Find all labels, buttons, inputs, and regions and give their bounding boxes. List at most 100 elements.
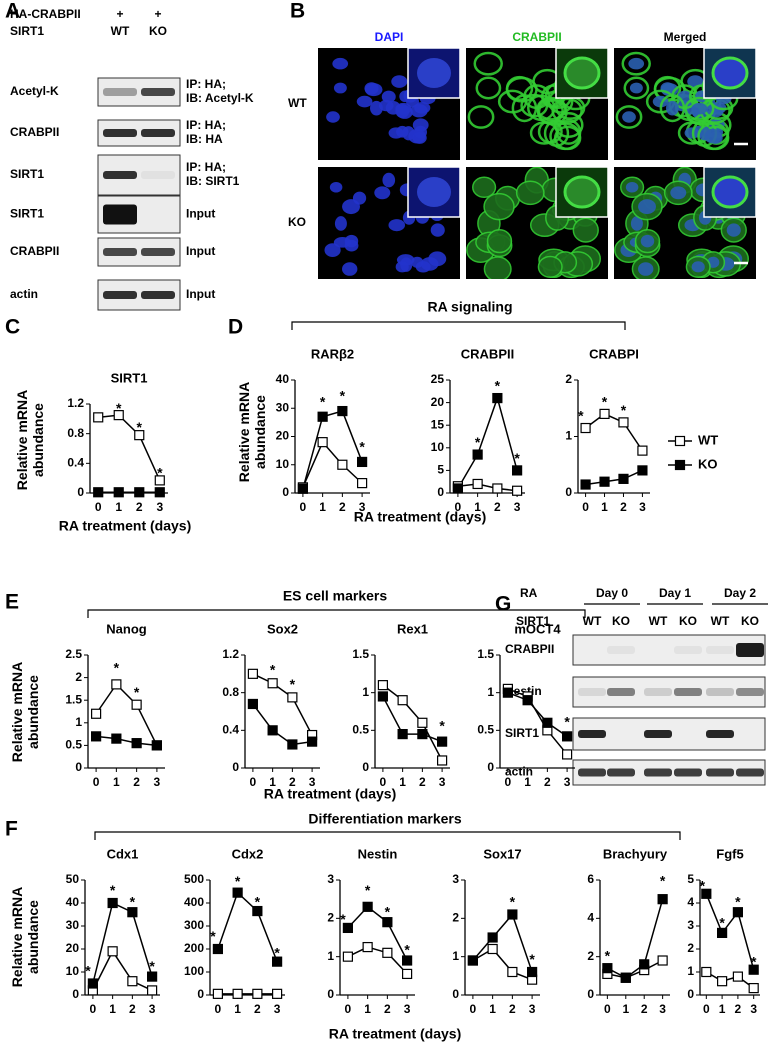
marker [337, 459, 348, 470]
nucleus [326, 111, 340, 123]
chart-title: RARβ2 [311, 346, 354, 361]
x-tick-label: 3 [439, 775, 446, 789]
x-tick-label: 1 [319, 500, 326, 514]
significance: * [578, 407, 584, 423]
nucleus [638, 199, 656, 215]
lane-label: WT [711, 614, 730, 628]
marker [252, 905, 263, 917]
significance: * [290, 676, 296, 692]
nucleus [638, 262, 654, 276]
marker [507, 909, 518, 920]
nucleus [414, 102, 431, 114]
x-tick-label: 0 [380, 775, 387, 789]
x-tick-label: 3 [659, 1002, 666, 1016]
day-label: Day 0 [596, 586, 628, 600]
significance: * [270, 662, 276, 678]
chart-title: Nanog [106, 621, 147, 636]
nucleus [364, 82, 379, 95]
marker [602, 963, 613, 974]
cell [473, 51, 503, 76]
y-tick-label: 1 [452, 949, 459, 963]
x-tick-label: 0 [95, 500, 102, 514]
series-line [347, 946, 408, 975]
band [644, 730, 672, 738]
band [644, 768, 672, 777]
y-tick-label: 0.4 [67, 456, 84, 470]
marker [287, 739, 298, 750]
x-axis-label: RA treatment (days) [354, 509, 487, 525]
chart-title: Cdx2 [232, 846, 264, 861]
band [103, 88, 137, 96]
marker [599, 408, 610, 419]
g-treatment: RA [520, 586, 538, 600]
y-tick-label: 4 [687, 895, 694, 909]
marker [113, 410, 124, 421]
x-axis-label: RA treatment (days) [59, 518, 192, 534]
y-tick-label: 1 [362, 685, 369, 699]
y-tick-label: 0.5 [65, 738, 82, 752]
marker [113, 487, 124, 498]
group-title: ES cell markers [283, 588, 388, 604]
y-tick-label: 0.8 [67, 426, 84, 440]
marker [151, 740, 162, 751]
y-tick-label: 1 [565, 429, 572, 443]
blot-note: IP: HA; [186, 160, 226, 174]
y-tick-label: 3 [452, 872, 459, 886]
significance: * [274, 944, 280, 960]
x-tick-label: 3 [564, 775, 571, 789]
marker [701, 966, 712, 978]
x-tick-label: 1 [115, 500, 122, 514]
x-tick-label: 2 [254, 1002, 261, 1016]
y-tick-label: 5 [687, 872, 694, 886]
significance: * [157, 464, 163, 480]
group-bracket [94, 831, 681, 840]
cell [659, 94, 686, 123]
channel-title: CRABPII [512, 30, 561, 44]
nucleus [412, 118, 429, 132]
marker [437, 755, 448, 766]
marker [472, 449, 483, 460]
panel-letter: F [5, 818, 18, 841]
nucleus [622, 111, 636, 123]
marker [657, 955, 668, 966]
day-label: Day 1 [659, 586, 691, 600]
marker [267, 678, 278, 689]
x-tick-label: 1 [719, 1002, 726, 1016]
marker [397, 695, 408, 706]
blot-note: IP: HA; [186, 77, 226, 91]
nucleus [334, 216, 347, 231]
nucleus [333, 82, 347, 94]
x-tick-label: 2 [133, 775, 140, 789]
blot-note: Input [186, 287, 215, 301]
y-tick-label: 2.5 [65, 647, 82, 661]
marker [93, 487, 104, 498]
x-tick-label: 1 [269, 775, 276, 789]
x-tick-label: 2 [620, 500, 627, 514]
blot-note: IB: Acetyl-K [186, 91, 254, 105]
y-tick-label: 0.4 [222, 723, 239, 737]
header-label: HA-CRABPII [10, 7, 81, 21]
marker [111, 679, 122, 690]
x-tick-label: 1 [601, 500, 608, 514]
x-tick-label: 0 [93, 775, 100, 789]
band [103, 171, 137, 179]
day-label: Day 2 [724, 586, 756, 600]
significance: * [621, 402, 627, 418]
chart-title: Sox17 [483, 846, 521, 861]
band [103, 291, 137, 299]
lane-label: KO [612, 614, 630, 628]
x-tick-label: 0 [215, 1002, 222, 1016]
panel-letter: C [5, 316, 20, 339]
marker [357, 456, 368, 468]
marker [377, 680, 388, 691]
marker [247, 698, 258, 710]
marker [272, 988, 283, 999]
cell [572, 217, 599, 243]
blot-label: CRABPII [10, 244, 59, 258]
legend-marker [674, 459, 686, 471]
y-tick-label: 6 [587, 872, 594, 886]
x-tick-label: 2 [129, 1002, 136, 1016]
marker [397, 728, 408, 740]
x-tick-label: 1 [399, 775, 406, 789]
series-line [705, 971, 755, 989]
